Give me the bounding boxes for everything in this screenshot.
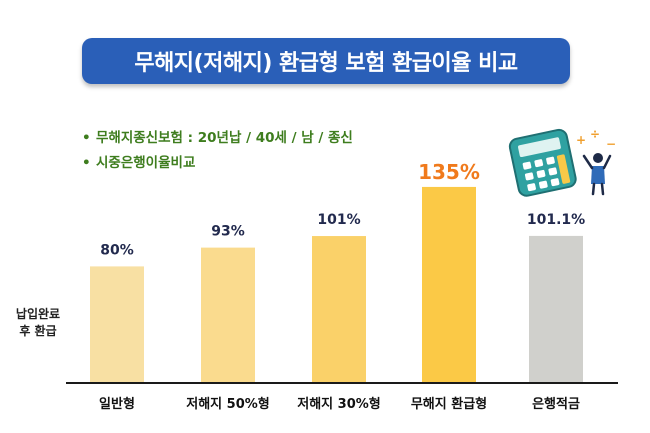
x-tick-label: 저해지 50%형: [186, 396, 269, 412]
y-axis-label: 납입완료 후 환급: [14, 306, 62, 340]
data-label: 135%: [418, 160, 480, 184]
chart-title: 무해지(저해지) 환급형 보험 환급이율 비교: [134, 51, 518, 76]
data-label: 101%: [317, 212, 360, 228]
bar: [529, 235, 583, 382]
x-tick-label: 무해지 환급형: [411, 396, 487, 412]
bar: [422, 186, 476, 382]
x-tick-label: 은행적금: [532, 396, 580, 412]
bullet-icon: •: [82, 155, 91, 171]
bullet-icon: •: [82, 130, 91, 146]
svg-text:÷: ÷: [590, 127, 600, 141]
note-item: • 시중은행이율비교: [82, 151, 353, 176]
y-axis-label-line: 납입완료: [15, 307, 61, 321]
person-with-math-signs-icon: + ÷ −: [576, 127, 616, 196]
note-text: 시중은행이율비교: [96, 155, 196, 171]
svg-text:+: +: [576, 133, 586, 147]
calculator-icon: + ÷ −: [508, 127, 616, 197]
data-label: 101.1%: [527, 212, 585, 228]
note-text: 무해지종신보험 : 20년납 / 40세 / 남 / 종신: [96, 130, 353, 146]
y-axis-label-line: 후 환급: [19, 324, 57, 338]
svg-text:−: −: [606, 137, 616, 151]
bar: [90, 266, 144, 382]
bar: [312, 236, 366, 382]
data-label: 80%: [100, 242, 134, 258]
title-banner: 무해지(저해지) 환급형 보험 환급이율 비교: [82, 38, 570, 84]
notes: • 무해지종신보험 : 20년납 / 40세 / 남 / 종신 • 시중은행이율비교: [82, 126, 353, 176]
note-item: • 무해지종신보험 : 20년납 / 40세 / 남 / 종신: [82, 126, 353, 151]
x-tick-label: 일반형: [99, 396, 135, 412]
x-tick-label: 저해지 30%형: [297, 396, 380, 412]
data-label: 93%: [211, 224, 245, 240]
bar: [201, 247, 255, 382]
